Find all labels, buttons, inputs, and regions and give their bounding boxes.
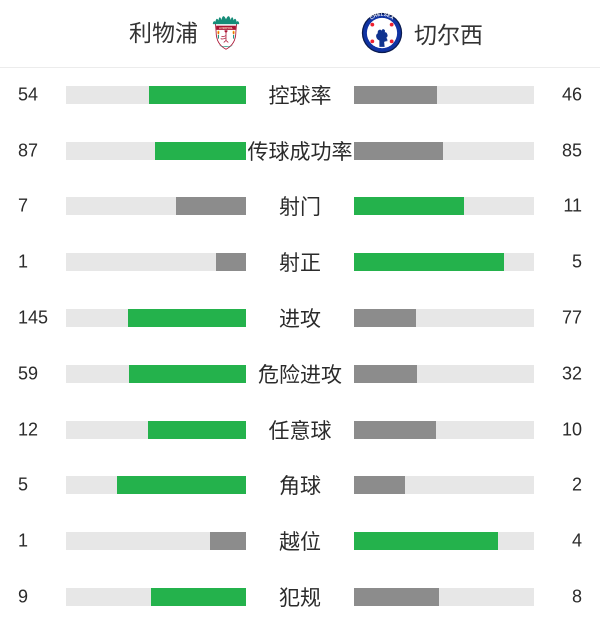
svg-text:LIVERPOOL: LIVERPOOL [219,27,234,30]
